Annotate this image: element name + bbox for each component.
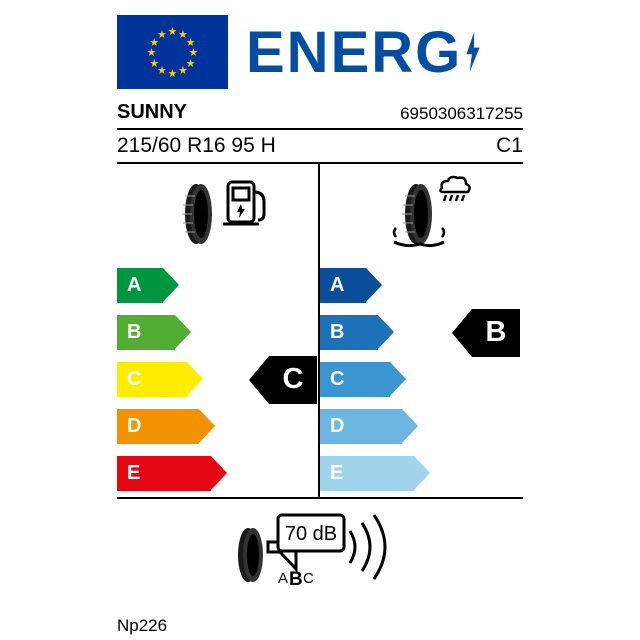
grade-arrow-d: D [320,409,402,444]
wet-grip-icon [372,174,472,254]
svg-text:C: C [303,570,314,587]
rating-panels: ABCDEC [117,164,523,499]
grade-arrow-e: E [117,456,211,491]
svg-text:A: A [278,570,288,587]
energy-wordmark: ENERG [246,19,484,86]
fuel-efficiency-panel: ABCDEC [117,164,320,497]
header: ★★★★★★★★★★★★ ENERG [117,15,523,89]
grade-arrow-a: A [117,268,163,303]
ean-code: 6950306317255 [400,104,523,124]
grade-arrow-a: A [320,268,366,303]
size-row: 215/60 R16 95 H C1 [117,130,523,164]
energy-text: ENERG [246,19,462,86]
bolt-icon [462,29,484,75]
rating-badge: C [269,356,317,404]
fuel-icon [168,174,268,254]
wet-grip-panel: ABCDEB [320,164,523,497]
eu-tyre-label: ★★★★★★★★★★★★ ENERG SUNNY 6950306317255 2… [117,15,523,587]
brand-row: SUNNY 6950306317255 [117,97,523,130]
noise-icon: 70 dB A B C [230,507,410,587]
noise-section: 70 dB A B C [117,507,523,587]
svg-text:B: B [289,569,303,587]
grade-arrow-b: B [117,315,175,350]
rating-badge: B [472,309,520,357]
grade-arrow-d: D [117,409,199,444]
eu-stars: ★★★★★★★★★★★★ [148,27,198,77]
brand: SUNNY [117,101,187,124]
grade-arrow-c: C [320,362,390,397]
model-code: Np226 [117,616,167,636]
grade-arrow-e: E [320,456,414,491]
tyre-class: C1 [496,134,523,158]
svg-text:70 dB: 70 dB [285,523,337,545]
tyre-size: 215/60 R16 95 H [117,134,276,158]
grade-arrow-b: B [320,315,378,350]
eu-flag: ★★★★★★★★★★★★ [117,15,228,89]
grade-arrow-c: C [117,362,187,397]
